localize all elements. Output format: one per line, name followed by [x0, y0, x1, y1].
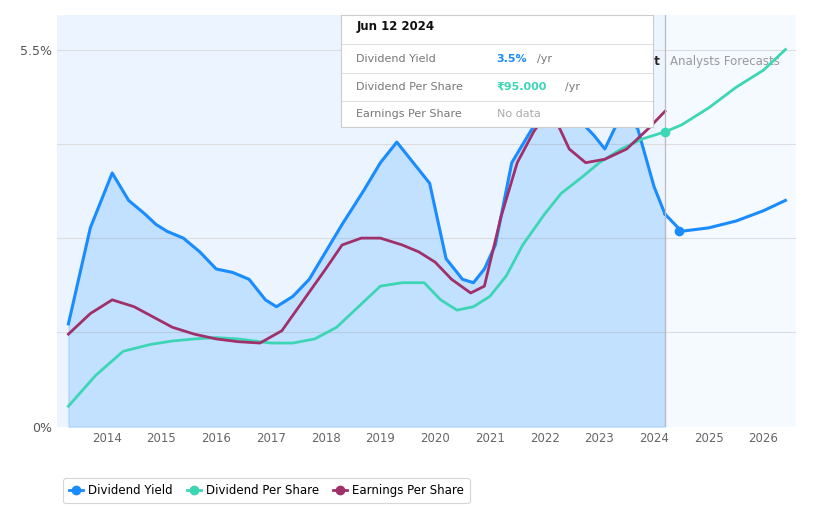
Text: No data: No data — [497, 109, 540, 118]
Text: Earnings Per Share: Earnings Per Share — [356, 109, 462, 118]
Text: 3.5%: 3.5% — [497, 54, 527, 64]
Text: /yr: /yr — [537, 54, 553, 64]
Bar — [665, 15, 796, 427]
Text: Dividend Yield: Dividend Yield — [356, 54, 436, 64]
Text: /yr: /yr — [566, 82, 580, 92]
Text: Analysts Forecasts: Analysts Forecasts — [671, 55, 780, 68]
Text: ₹95.000: ₹95.000 — [497, 82, 547, 92]
Text: Dividend Per Share: Dividend Per Share — [356, 82, 463, 92]
Legend: Dividend Yield, Dividend Per Share, Earnings Per Share: Dividend Yield, Dividend Per Share, Earn… — [63, 479, 470, 503]
Bar — [57, 15, 665, 427]
Text: Past: Past — [631, 55, 661, 68]
Text: Jun 12 2024: Jun 12 2024 — [356, 20, 434, 33]
